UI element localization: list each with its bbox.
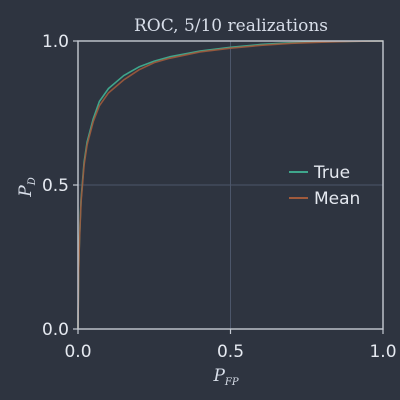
y-axis-label-main: P xyxy=(16,185,36,198)
tick-labels: 0.0 0.5 1.0 0.0 0.5 1.0 xyxy=(42,32,397,362)
series-lines xyxy=(77,40,384,330)
y-axis-label-sub: D xyxy=(27,177,38,186)
x-axis-label-sub: FP xyxy=(224,377,239,388)
y-tick-label: 0.5 xyxy=(42,176,69,196)
x-axis-label-main: P xyxy=(212,366,225,386)
x-axis-label: PFP xyxy=(212,366,238,388)
series-line-mean xyxy=(77,40,384,330)
y-tick-label: 1.0 xyxy=(42,32,69,52)
legend-label-true: True xyxy=(313,163,350,183)
x-tick-label: 0.5 xyxy=(217,342,244,362)
legend-label-mean: Mean xyxy=(314,189,360,209)
chart-title: ROC, 5/10 realizations xyxy=(134,16,328,36)
legend: True Mean xyxy=(289,163,360,209)
y-axis-label: PD xyxy=(16,177,38,197)
x-tick-label: 0.0 xyxy=(64,342,91,362)
x-tick-label: 1.0 xyxy=(369,342,396,362)
grid xyxy=(78,41,383,329)
y-tick-label: 0.0 xyxy=(42,320,69,340)
